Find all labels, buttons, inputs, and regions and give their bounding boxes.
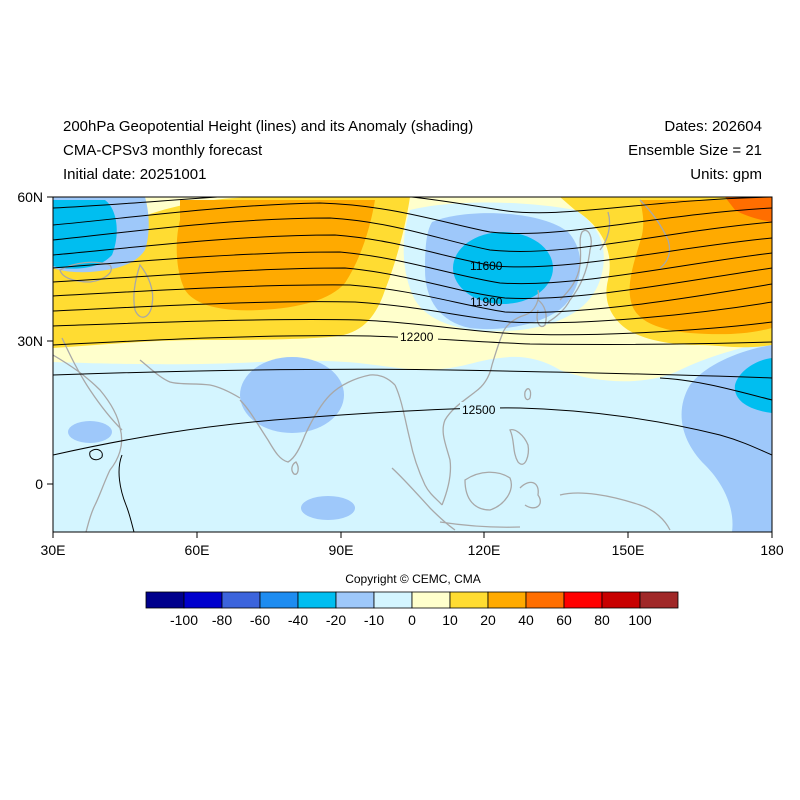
- contour-line: [53, 234, 772, 268]
- contour-line: [53, 335, 772, 346]
- contour-line: [53, 283, 772, 313]
- lon-tick-labels: 30E 60E 90E 120E 150E 180: [41, 542, 784, 558]
- contour-label-12200: 12200: [400, 330, 434, 344]
- coastlines: [53, 199, 671, 532]
- contour-label-11600: 11600: [470, 259, 503, 273]
- coastline-india: [239, 374, 396, 463]
- contour-line: [53, 251, 772, 285]
- colorbar-swatch: [487, 591, 527, 609]
- coastline-taiwan: [524, 388, 532, 401]
- colorbar-swatch: [563, 591, 603, 609]
- coastline-philippines: [509, 429, 530, 465]
- colorbar-label: -10: [364, 612, 384, 628]
- copyright-label: Copyright © CEMC, CMA: [345, 572, 481, 586]
- contour-labels: 11600 11900 12200 12500: [398, 259, 503, 417]
- contour-line: [53, 301, 772, 324]
- coastline-sri-lanka: [291, 461, 299, 475]
- lon-tick-30e: 30E: [41, 542, 66, 558]
- title-line-2: CMA-CPSv3 monthly forecast: [63, 142, 263, 159]
- coastline-caspian: [133, 263, 154, 318]
- lat-tick-30n: 30N: [17, 333, 43, 349]
- colorbar-label: 20: [480, 612, 496, 628]
- colorbar-label: -20: [326, 612, 346, 628]
- colorbar-label: 10: [442, 612, 458, 628]
- colorbar-swatch: [335, 591, 375, 609]
- coastline-sulawesi: [519, 481, 541, 509]
- colorbar-label: 60: [556, 612, 572, 628]
- colorbar-swatch: [259, 591, 299, 609]
- colorbar-swatch: [373, 591, 413, 609]
- contour-label-12500: 12500: [462, 403, 496, 417]
- coastline-korea: [536, 299, 547, 328]
- shading-pos20-small: [372, 348, 428, 366]
- lat-tick-60n: 60N: [17, 189, 43, 205]
- height-contours: [53, 197, 772, 532]
- lon-tick-90e: 90E: [329, 542, 354, 558]
- colorbar-swatch: [411, 591, 451, 609]
- shading-neg20-west: [53, 200, 117, 269]
- shading-neg20-east-pacific: [734, 358, 772, 413]
- axis-ticks: [47, 196, 773, 538]
- contour-label-11900: 11900: [470, 295, 503, 309]
- shading-neg10-india: [240, 357, 344, 433]
- lon-tick-150e: 150E: [612, 542, 645, 558]
- contour-line: [53, 319, 772, 336]
- lon-tick-180: 180: [760, 542, 784, 558]
- map-frame: [52, 196, 773, 533]
- lat-tick-0: 0: [35, 476, 43, 492]
- colorbar-swatch: [221, 591, 261, 609]
- title-line-1: 200hPa Geopotential Height (lines) and i…: [63, 118, 474, 135]
- colorbar: -100 -80 -60 -40 -20 -10 0 10 20 40 60 80 100: [145, 591, 679, 628]
- contour-line: [53, 217, 772, 252]
- colorbar-swatch: [525, 591, 565, 609]
- colorbar-label: -100: [170, 612, 198, 628]
- contour-line: [659, 377, 772, 401]
- lon-tick-60e: 60E: [185, 542, 210, 558]
- coastline-new-guinea: [559, 492, 671, 531]
- coastline-java: [439, 521, 521, 528]
- coastline-sumatra: [391, 467, 456, 531]
- contour-line: [53, 202, 772, 235]
- coastline-myanmar-malay: [394, 384, 443, 506]
- colorbar-label: -80: [212, 612, 232, 628]
- contour-line: [53, 267, 772, 299]
- title-line-3: Initial date: 20251001: [63, 166, 207, 183]
- colorbar-label: -40: [288, 612, 308, 628]
- anomaly-shading: [53, 197, 772, 532]
- colorbar-swatch: [183, 591, 223, 609]
- coastline-arabia-africa: [53, 354, 123, 532]
- coastline-red-sea: [61, 337, 123, 431]
- coastline-persian-gulf: [139, 359, 241, 399]
- colorbar-label: 40: [518, 612, 534, 628]
- colorbar-swatch: [601, 591, 641, 609]
- coastline-sakhalin-kamchatka: [599, 199, 671, 269]
- coastline-indochina-china: [441, 289, 540, 506]
- lat-tick-labels: 60N 30N 0: [17, 189, 43, 492]
- shading-neg20-ne: [453, 232, 553, 304]
- colorbar-label: 0: [408, 612, 416, 628]
- contour-line: [53, 368, 772, 379]
- ensemble-size-label: Ensemble Size = 21: [628, 142, 762, 159]
- lon-tick-120e: 120E: [468, 542, 501, 558]
- dates-label: Dates: 202604: [664, 118, 762, 135]
- colorbar-swatch: [297, 591, 337, 609]
- colorbar-label: 100: [628, 612, 652, 628]
- shading-pos40-west: [176, 200, 375, 311]
- colorbar-label: -60: [250, 612, 270, 628]
- shading-neg10-arabia: [68, 421, 112, 443]
- colorbar-label: 80: [594, 612, 610, 628]
- colorbar-swatch: [449, 591, 489, 609]
- coastline-borneo: [464, 471, 512, 511]
- colorbar-swatch: [639, 591, 679, 609]
- colorbar-swatch: [145, 591, 185, 609]
- contour-line: [118, 454, 135, 532]
- units-label: Units: gpm: [690, 166, 762, 183]
- coastline-black-sea: [59, 261, 112, 283]
- coastline-japan: [547, 229, 592, 323]
- contour-line: [89, 449, 103, 461]
- shading-neg10-indian-ocean: [301, 496, 355, 520]
